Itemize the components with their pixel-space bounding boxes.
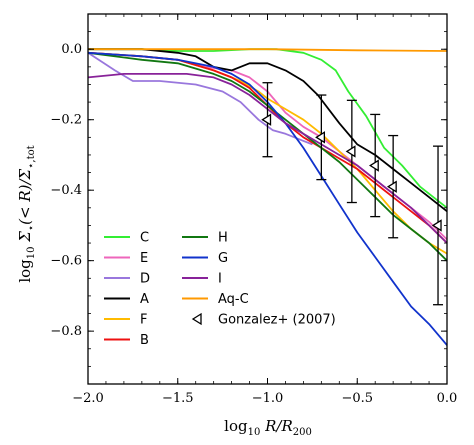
series-line-d xyxy=(87,52,313,146)
y-tick-label: −0.2 xyxy=(50,113,82,128)
observation-point xyxy=(431,219,442,232)
y-tick-label: −0.6 xyxy=(50,254,82,269)
observation-point xyxy=(261,113,272,126)
x-axis-label: log10 R/R200 xyxy=(224,417,312,438)
y-tick-label: −0.8 xyxy=(50,324,82,339)
series-line-g xyxy=(87,51,448,346)
y-tick-label: 0.0 xyxy=(61,42,82,57)
series-line-aq-c xyxy=(88,48,448,52)
legend-label: Aq-C xyxy=(218,292,249,307)
series-line-b xyxy=(87,51,448,244)
series-line-c xyxy=(88,48,448,209)
observation-point xyxy=(345,145,356,158)
legend-label: A xyxy=(140,292,149,307)
series-layer xyxy=(87,48,448,346)
legend-label: G xyxy=(218,251,228,266)
x-tick-label: −1.0 xyxy=(252,391,284,406)
y-tick-label: −0.4 xyxy=(50,183,82,198)
x-tick-label: −1.5 xyxy=(162,391,194,406)
legend-label: D xyxy=(140,272,150,287)
legend-label: I xyxy=(218,272,222,287)
y-axis-label: log10 Σ⋆(< R)/Σ⋆,tot xyxy=(16,145,37,282)
observation-point xyxy=(386,180,397,193)
legend-label: F xyxy=(140,313,147,328)
x-tick-label: −2.0 xyxy=(72,391,104,406)
observations-layer xyxy=(261,82,444,306)
x-tick-label: 0.0 xyxy=(437,391,458,406)
ticks-layer: −2.0 −1.5 −1.0 −0.5 0.0 0.0 −0.2 −0.4 −0.6 −0.8 xyxy=(50,14,457,406)
legend-label: C xyxy=(140,231,149,246)
legend-label: E xyxy=(140,251,148,266)
series-line-a xyxy=(88,48,448,213)
legend-label: Gonzalez+ (2007) xyxy=(218,313,336,328)
legend-marker-observations xyxy=(191,312,202,326)
observation-point xyxy=(368,159,379,172)
legend-label: B xyxy=(140,333,149,348)
legend-label: H xyxy=(218,231,228,246)
series-line-i xyxy=(87,73,448,244)
x-tick-label: −0.5 xyxy=(341,391,373,406)
observation-point xyxy=(315,131,325,144)
